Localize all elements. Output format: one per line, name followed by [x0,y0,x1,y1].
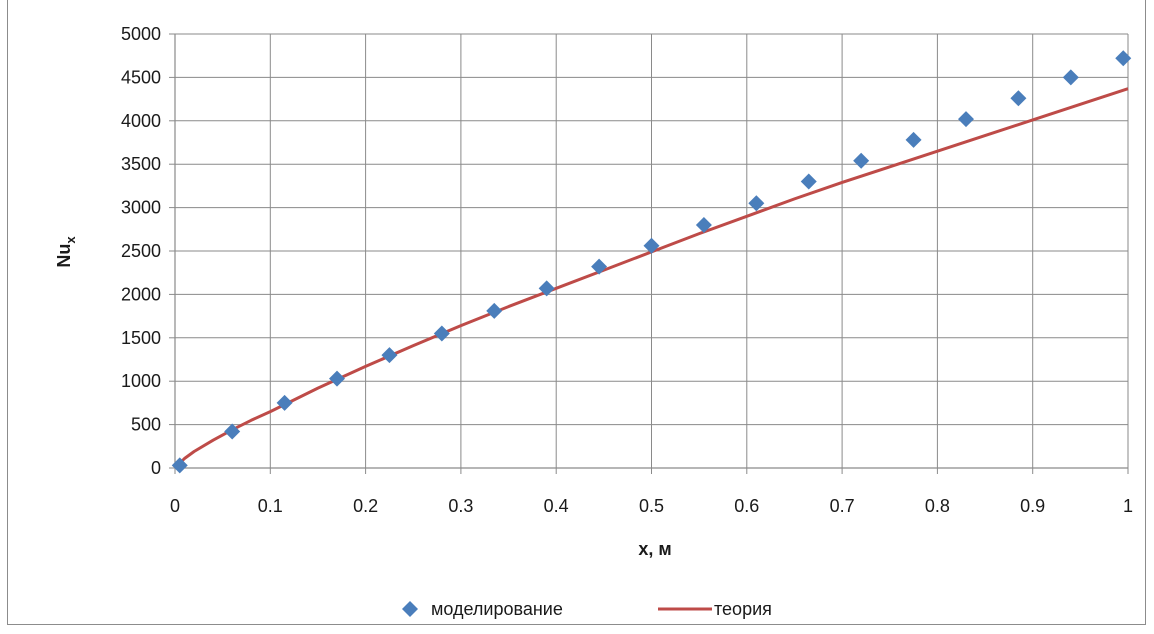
simulation-series [171,50,1132,474]
y-tick-label: 5000 [121,24,161,44]
y-tick-label: 2500 [121,241,161,261]
simulation-point [171,457,188,474]
simulation-point [433,325,450,342]
y-tick-labels: 0 500 1000 1500 2000 2500 3000 3500 4000 4500 5000 [121,24,161,478]
simulation-point [957,111,974,128]
legend-label-simulation: моделирование [431,599,563,619]
y-tick-label: 0 [151,458,161,478]
axes [169,33,1129,474]
x-tick-label: 0.3 [448,496,473,516]
y-tick-label: 1000 [121,371,161,391]
simulation-point [591,258,608,275]
simulation-point [276,394,293,411]
x-tick-label: 0.1 [258,496,283,516]
y-tick-label: 4500 [121,67,161,87]
simulation-point [853,152,870,169]
simulation-point [748,195,765,212]
x-tick-label: 0.4 [544,496,569,516]
simulation-point [800,173,817,190]
x-tick-label: 0.2 [353,496,378,516]
y-tick-label: 3500 [121,154,161,174]
x-tick-label: 0 [170,496,180,516]
y-tick-label: 1500 [121,328,161,348]
chart-frame [7,0,1146,625]
legend-marker-simulation [402,601,418,617]
x-tick-label: 0.9 [1020,496,1045,516]
simulation-point [1062,69,1079,86]
y-axis-title-sub: x [63,236,78,244]
x-axis-title: x, м [638,539,671,559]
simulation-point [1115,50,1132,67]
simulation-point [329,370,346,387]
y-tick-label: 2000 [121,284,161,304]
y-tick-label: 3000 [121,198,161,218]
simulation-point [224,423,241,440]
y-tick-label: 4000 [121,111,161,131]
y-tick-label: 500 [131,415,161,435]
x-tick-labels: 0 0.1 0.2 0.3 0.4 0.5 0.6 0.7 0.8 0.9 1 [170,496,1133,516]
simulation-point [643,237,660,254]
y-axis-title-main: Nu [54,244,74,268]
x-tick-label: 0.8 [925,496,950,516]
x-tick-label: 0.7 [830,496,855,516]
simulation-point [486,302,503,319]
simulation-point [695,216,712,233]
simulation-point [1010,90,1027,107]
x-tick-label: 0.6 [734,496,759,516]
simulation-point [381,347,398,364]
x-tick-label: 1 [1123,496,1133,516]
y-axis-title: Nux [54,236,78,268]
simulation-point [905,131,922,148]
x-tick-label: 0.5 [639,496,664,516]
simulation-point [538,280,555,297]
legend: моделирование теория [402,599,772,619]
legend-label-theory: теория [714,599,772,619]
